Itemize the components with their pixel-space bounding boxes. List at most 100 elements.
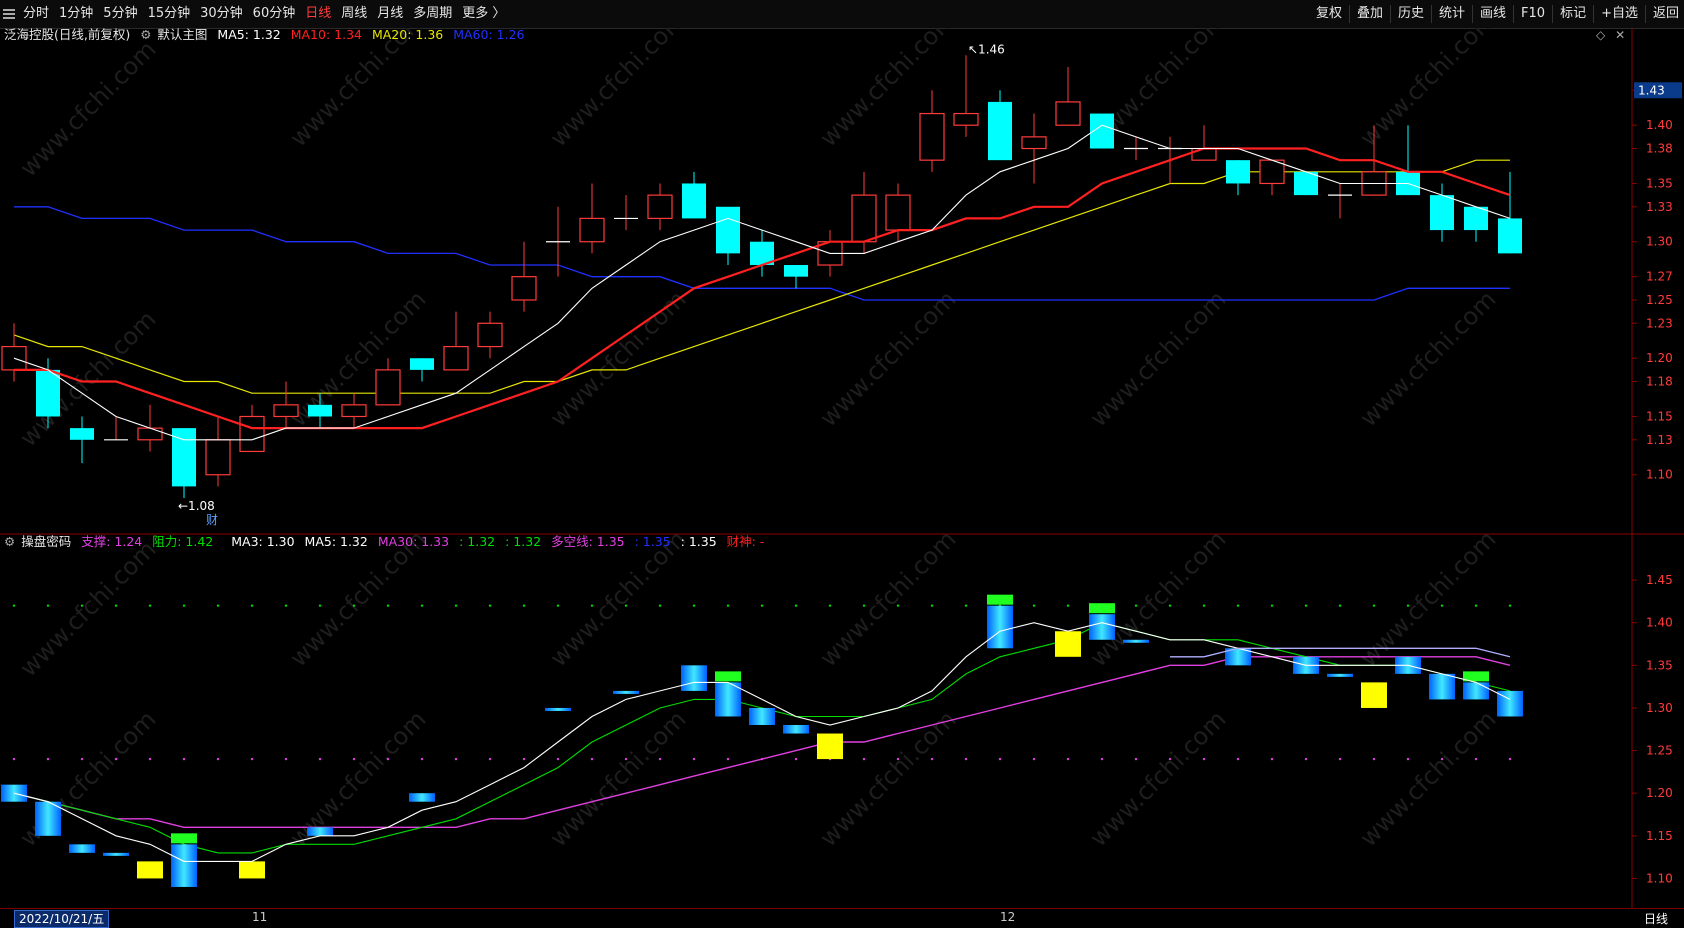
period-toolbar: 分时 1分钟 5分钟 15分钟 30分钟 60分钟 日线 周线 月线 多周期 更多 〉 复权 叠加 历史… [0, 0, 1684, 29]
high-price-label: ↖1.46 [968, 42, 1005, 56]
tool-button-5[interactable]: F10 [1521, 6, 1546, 21]
resistance-dot [80, 604, 84, 607]
y-tick-label: 1.25 [1646, 293, 1673, 307]
support-dot [1202, 757, 1206, 761]
tool-button-3[interactable]: 统计 [1439, 6, 1466, 21]
candle-up [137, 427, 163, 441]
sub-duokong-line [1170, 647, 1511, 658]
sub-ma3-line [13, 622, 1511, 862]
blue-signal-box [35, 801, 61, 836]
y-tick-label: 1.38 [1646, 142, 1673, 156]
blue-signal-box [749, 707, 775, 725]
green-cap-box [1089, 603, 1115, 614]
candle-up [1021, 136, 1047, 150]
resistance-dot [386, 604, 390, 607]
period-tab-2[interactable]: 5分钟 [103, 6, 138, 21]
close-icon[interactable]: ✕ [1615, 28, 1626, 42]
watermark-text: www.cfchi.com [14, 35, 161, 182]
candle-down [784, 265, 808, 277]
ma60-value: MA60: 1.26 [453, 27, 525, 42]
resistance-dot [930, 604, 934, 607]
settings-icon[interactable]: ⚙ [140, 27, 152, 42]
sub-y-tick-label: 1.35 [1646, 658, 1673, 672]
candle-up [477, 322, 503, 348]
support-dot [318, 757, 322, 761]
period-tab-8[interactable]: 月线 [377, 6, 404, 21]
resistance-dot [1338, 604, 1342, 607]
resistance-dot [1134, 604, 1138, 607]
blue-signal-box [783, 725, 809, 734]
candle-up [851, 194, 877, 243]
tool-button-6[interactable]: 标记 [1560, 6, 1587, 21]
blue-signal-box [103, 852, 129, 856]
kline-chart-svg[interactable]: www.cfchi.com www.cfchi.com www.cfchi.com w… [0, 28, 1684, 908]
candle-down [1498, 218, 1522, 254]
support-dot [1236, 757, 1240, 761]
blue-signal-box [1327, 673, 1353, 677]
tool-button-4[interactable]: 画线 [1480, 6, 1507, 21]
candle-down [1294, 171, 1318, 196]
tool-button-1[interactable]: 叠加 [1356, 6, 1383, 21]
period-tab-5[interactable]: 60分钟 [252, 6, 296, 21]
blue-signal-box [1089, 614, 1115, 640]
support-dot [964, 757, 968, 761]
ma20-value: MA20: 1.36 [371, 27, 444, 42]
candle-up [341, 404, 367, 418]
tool-button-0[interactable]: 复权 [1315, 6, 1342, 21]
blue-signal-box [1, 784, 27, 802]
period-tab-3[interactable]: 15分钟 [147, 6, 191, 21]
indicator-name[interactable]: 操盘密码 [21, 534, 72, 549]
support-dot [1372, 757, 1376, 761]
support-dot [1304, 757, 1308, 761]
kline-chart-area[interactable]: www.cfchi.com www.cfchi.com www.cfchi.com w… [0, 28, 1684, 908]
watermark-text: www.cfchi.com [544, 705, 691, 852]
support-dot [624, 757, 628, 761]
resistance-dot [896, 604, 900, 607]
period-tab-9[interactable]: 多周期 [413, 6, 453, 21]
toolbar-divider [1389, 5, 1391, 23]
yellow-signal-box [1361, 682, 1387, 708]
candle-down [308, 404, 332, 417]
diamond-icon[interactable]: ◇ [1596, 28, 1606, 42]
tool-button-8[interactable]: 返回 [1652, 6, 1679, 21]
tool-button-7[interactable]: +自选 [1601, 6, 1638, 21]
blue-signal-box [613, 690, 639, 694]
support-dot [352, 757, 356, 761]
candle-up [919, 112, 945, 161]
resistance-dot [1236, 604, 1240, 607]
period-tab-7[interactable]: 周线 [341, 6, 368, 21]
settings-icon[interactable]: ⚙ [4, 534, 16, 549]
watermark-text: www.cfchi.com [1354, 285, 1501, 432]
resistance-dot [624, 604, 628, 607]
support-dot [1168, 757, 1172, 761]
candle-up [205, 439, 231, 476]
month-label-12: 12 [1000, 910, 1016, 924]
sub-ma5-value: MA5: 1.32 [304, 534, 368, 549]
stock-title[interactable]: 泛海控股(日线,前复权) [4, 27, 131, 42]
period-label[interactable]: 日线 [1644, 912, 1669, 926]
blue-signal-box [681, 665, 707, 691]
chart-label[interactable]: 默认主图 [157, 27, 208, 42]
watermark-text: www.cfchi.com [1354, 28, 1501, 152]
sub-v2: : 1.32 [505, 534, 542, 549]
support-dot [1100, 757, 1104, 761]
resistance-dot [760, 604, 764, 607]
support-dot [1032, 757, 1036, 761]
blue-signal-box [1225, 648, 1251, 666]
period-tab-1[interactable]: 1分钟 [59, 6, 94, 21]
sub-y-tick-label: 1.10 [1646, 871, 1673, 885]
watermark-text: www.cfchi.com [544, 28, 691, 152]
sub-y-tick-label: 1.15 [1646, 829, 1673, 843]
toolbar-divider [1552, 5, 1554, 23]
ma5-line [13, 124, 1511, 441]
candle-down [1430, 195, 1454, 231]
period-tab-10[interactable]: 更多 〉 [462, 6, 506, 21]
menu-icon[interactable] [0, 0, 18, 28]
tool-button-2[interactable]: 历史 [1397, 6, 1424, 21]
ma20-line [13, 159, 1510, 394]
support-dot [1134, 757, 1138, 761]
period-tab-6[interactable]: 日线 [305, 6, 332, 21]
period-tab-4[interactable]: 30分钟 [200, 6, 243, 21]
period-tab-0[interactable]: 分时 [23, 6, 50, 21]
main-chart-infobar: 泛海控股(日线,前复权) ⚙ 默认主图 MA5: 1.32 MA10: 1.34… [4, 26, 530, 44]
